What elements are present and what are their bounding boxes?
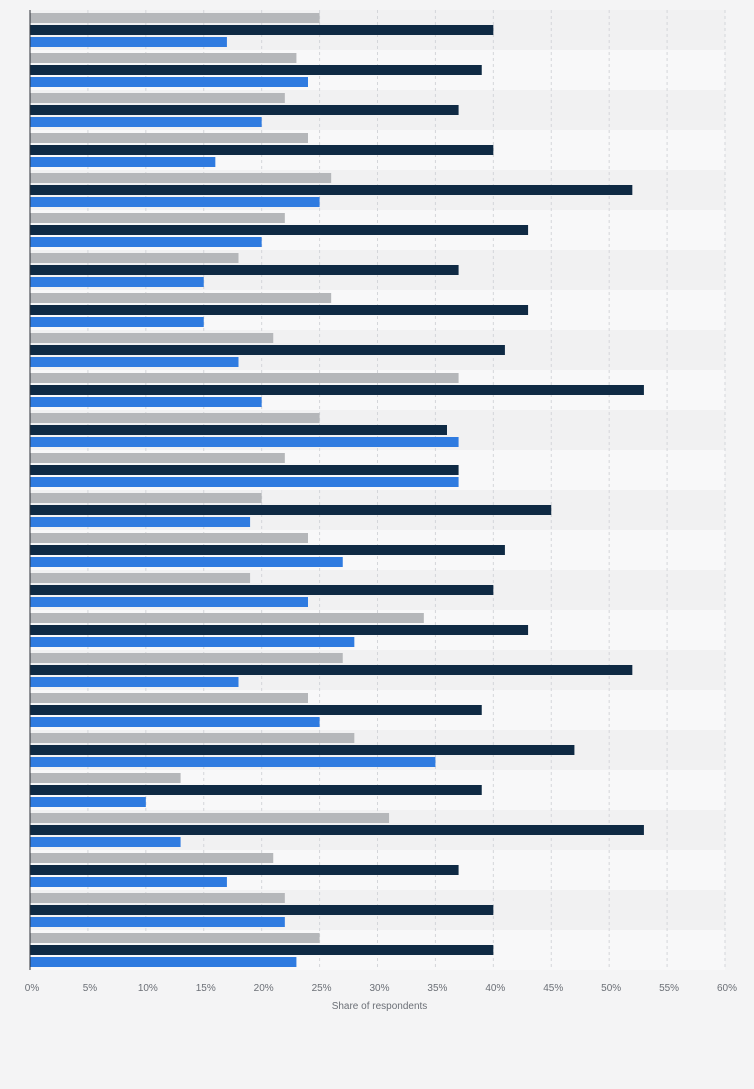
bar-series-2 — [30, 105, 459, 115]
x-tick-label: 15% — [196, 983, 216, 994]
bar-series-1 — [30, 13, 320, 23]
bar-series-1 — [30, 133, 308, 143]
x-tick-label: 0% — [25, 983, 40, 994]
bar-series-3 — [30, 37, 227, 47]
bar-series-1 — [30, 773, 181, 783]
bar-series-1 — [30, 213, 285, 223]
x-tick-label: 45% — [543, 983, 563, 994]
bar-series-3 — [30, 317, 204, 327]
bar-series-2 — [30, 225, 529, 235]
bar-series-2 — [30, 625, 529, 635]
bar-series-2 — [30, 25, 494, 35]
bar-series-3 — [30, 837, 181, 847]
bar-series-3 — [30, 917, 285, 927]
bar-series-1 — [30, 693, 308, 703]
bar-series-2 — [30, 945, 494, 955]
bar-series-3 — [30, 477, 459, 487]
bar-series-2 — [30, 265, 459, 275]
bar-series-1 — [30, 373, 459, 383]
bar-series-1 — [30, 293, 332, 303]
bar-series-3 — [30, 197, 320, 207]
bar-series-1 — [30, 413, 320, 423]
bar-series-1 — [30, 933, 320, 943]
bar-series-2 — [30, 465, 459, 475]
bar-series-1 — [30, 93, 285, 103]
bar-series-2 — [30, 385, 644, 395]
bar-series-1 — [30, 853, 274, 863]
x-tick-label: 60% — [717, 983, 737, 994]
bar-series-1 — [30, 893, 285, 903]
bar-series-3 — [30, 237, 262, 247]
bar-series-2 — [30, 705, 482, 715]
bar-series-3 — [30, 77, 308, 87]
bar-series-3 — [30, 757, 436, 767]
bar-series-3 — [30, 117, 262, 127]
bar-series-2 — [30, 65, 482, 75]
bar-series-1 — [30, 333, 274, 343]
bar-series-3 — [30, 357, 239, 367]
bar-series-2 — [30, 785, 482, 795]
bar-series-2 — [30, 545, 505, 555]
bar-series-3 — [30, 637, 355, 647]
bar-series-2 — [30, 825, 644, 835]
gridlines — [87, 10, 726, 970]
bar-series-2 — [30, 185, 633, 195]
x-tick-label: 35% — [427, 983, 447, 994]
bar-series-2 — [30, 345, 505, 355]
x-tick-label: 25% — [312, 983, 332, 994]
bar-series-1 — [30, 493, 262, 503]
x-tick-label: 20% — [254, 983, 274, 994]
bar-series-3 — [30, 397, 262, 407]
bar-series-1 — [30, 653, 343, 663]
bar-series-3 — [30, 957, 297, 967]
bar-series-1 — [30, 733, 355, 743]
bar-series-1 — [30, 53, 297, 63]
bar-series-2 — [30, 865, 459, 875]
x-tick-label: 55% — [659, 983, 679, 994]
bar-series-3 — [30, 877, 227, 887]
bar-series-3 — [30, 437, 459, 447]
x-tick-label: 30% — [369, 983, 389, 994]
bar-series-3 — [30, 677, 239, 687]
x-axis-title: Share of respondents — [332, 1001, 428, 1012]
bar-series-3 — [30, 157, 216, 167]
bar-series-2 — [30, 425, 447, 435]
bar-series-1 — [30, 253, 239, 263]
bar-series-1 — [30, 173, 332, 183]
bar-series-2 — [30, 905, 494, 915]
bar-series-1 — [30, 453, 285, 463]
x-tick-label: 5% — [83, 983, 98, 994]
bar-series-3 — [30, 597, 308, 607]
bar-series-2 — [30, 505, 552, 515]
bar-series-1 — [30, 813, 390, 823]
x-tick-label: 10% — [138, 983, 158, 994]
bar-series-2 — [30, 585, 494, 595]
bar-series-3 — [30, 797, 146, 807]
bars — [30, 13, 644, 967]
x-tick-labels: 0% 5% 10% 15% 20% 25% 30% 35% 40% 45% 50% 55% 60% — [25, 983, 737, 994]
bar-series-3 — [30, 517, 251, 527]
bar-series-1 — [30, 533, 308, 543]
x-tick-label: 50% — [601, 983, 621, 994]
x-tick-label: 40% — [485, 983, 505, 994]
bar-series-2 — [30, 745, 575, 755]
bar-series-3 — [30, 717, 320, 727]
bar-series-3 — [30, 557, 343, 567]
bar-series-1 — [30, 613, 424, 623]
bar-series-2 — [30, 145, 494, 155]
bar-series-1 — [30, 573, 251, 583]
bar-series-2 — [30, 305, 529, 315]
bar-series-2 — [30, 665, 633, 675]
bar-series-3 — [30, 277, 204, 287]
